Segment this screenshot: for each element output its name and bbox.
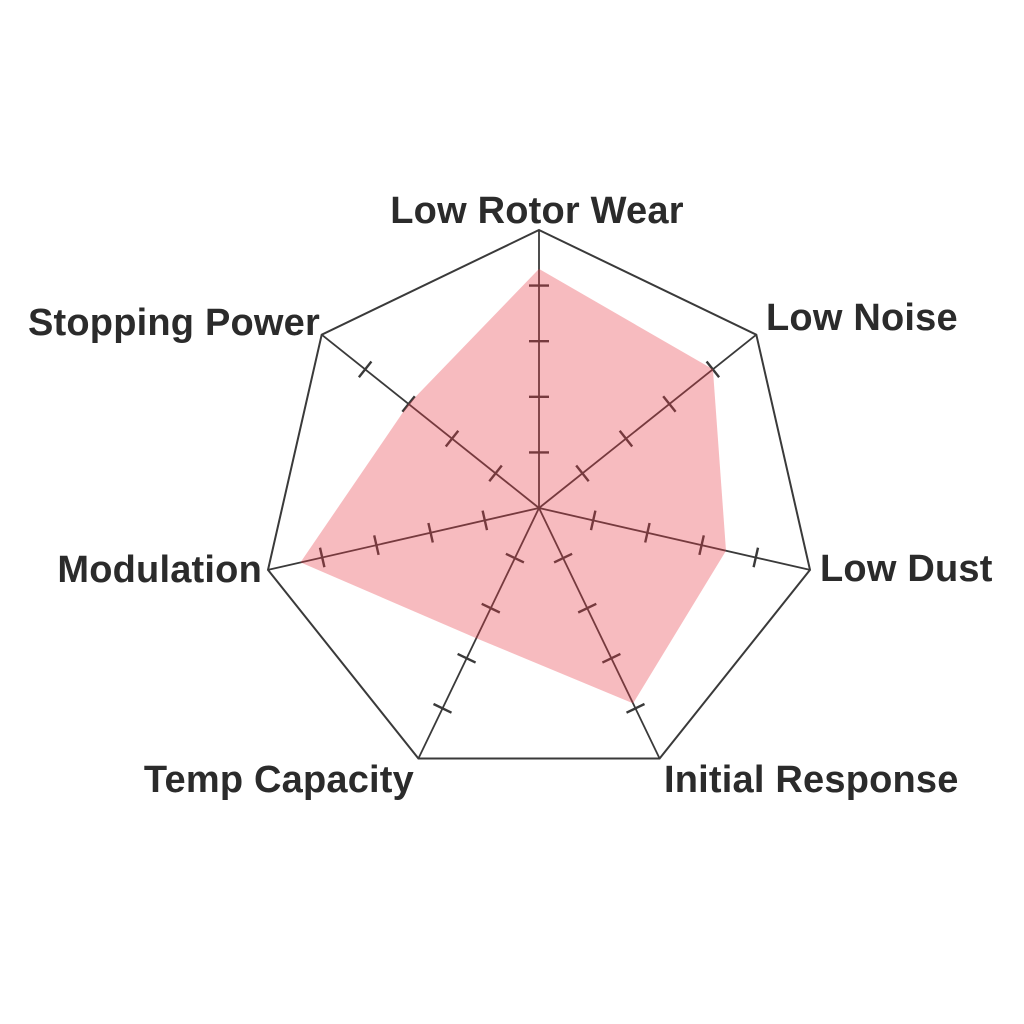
radar-axis-temp-capacity — [417, 507, 540, 759]
radar-tick-stopping-power-2 — [444, 430, 460, 448]
axis-label-stopping-power: Stopping Power — [28, 302, 320, 344]
radar-axes — [267, 230, 811, 759]
radar-tick-stopping-power-1 — [488, 464, 503, 482]
radar-tick-low-noise-2 — [618, 430, 634, 448]
radar-tick-initial-response-4 — [625, 702, 646, 714]
radar-tick-low-dust-2 — [644, 522, 651, 543]
radar-axis-modulation — [267, 507, 540, 571]
axis-label-temp-capacity: Temp Capacity — [144, 759, 414, 801]
radar-axis-initial-response — [538, 507, 661, 759]
radar-axis-low-noise — [538, 333, 757, 509]
radar-axis-low-dust — [538, 507, 811, 571]
axis-label-low-noise: Low Noise — [766, 297, 958, 339]
radar-tick-initial-response-1 — [553, 552, 573, 564]
radar-tick-initial-response-2 — [577, 602, 597, 614]
radar-tick-modulation-4 — [318, 547, 326, 568]
radar-tick-modulation-2 — [427, 522, 434, 543]
radar-ticks — [318, 284, 760, 714]
radar-tick-temp-capacity-4 — [432, 702, 453, 714]
axis-label-modulation: Modulation — [57, 549, 262, 591]
axis-label-low-rotor-wear: Low Rotor Wear — [390, 190, 683, 232]
radar-tick-modulation-1 — [481, 510, 489, 531]
radar-tick-initial-response-3 — [601, 652, 621, 664]
axis-label-low-dust: Low Dust — [820, 548, 993, 590]
radar-tick-temp-capacity-2 — [481, 602, 501, 614]
radar-value-area — [300, 268, 726, 704]
radar-tick-modulation-3 — [373, 535, 380, 556]
radar-axis-labels: Low Rotor Wear Low Noise Low Dust Initial R… — [28, 190, 993, 801]
radar-tick-low-dust-1 — [589, 510, 597, 531]
radar-tick-stopping-power-4 — [357, 360, 373, 378]
radar-tick-low-dust-4 — [752, 547, 760, 568]
radar-tick-low-dust-3 — [698, 535, 705, 556]
radar-outline — [266, 228, 812, 760]
radar-tick-stopping-power-3 — [401, 395, 416, 413]
radar-tick-temp-capacity-3 — [457, 652, 477, 664]
radar-axis-stopping-power — [321, 333, 540, 509]
radar-tick-low-noise-1 — [575, 464, 590, 482]
axis-label-initial-response: Initial Response — [664, 759, 959, 801]
radar-tick-temp-capacity-1 — [505, 552, 525, 564]
radar-tick-low-noise-3 — [662, 395, 677, 413]
radar-tick-low-noise-4 — [705, 360, 721, 378]
